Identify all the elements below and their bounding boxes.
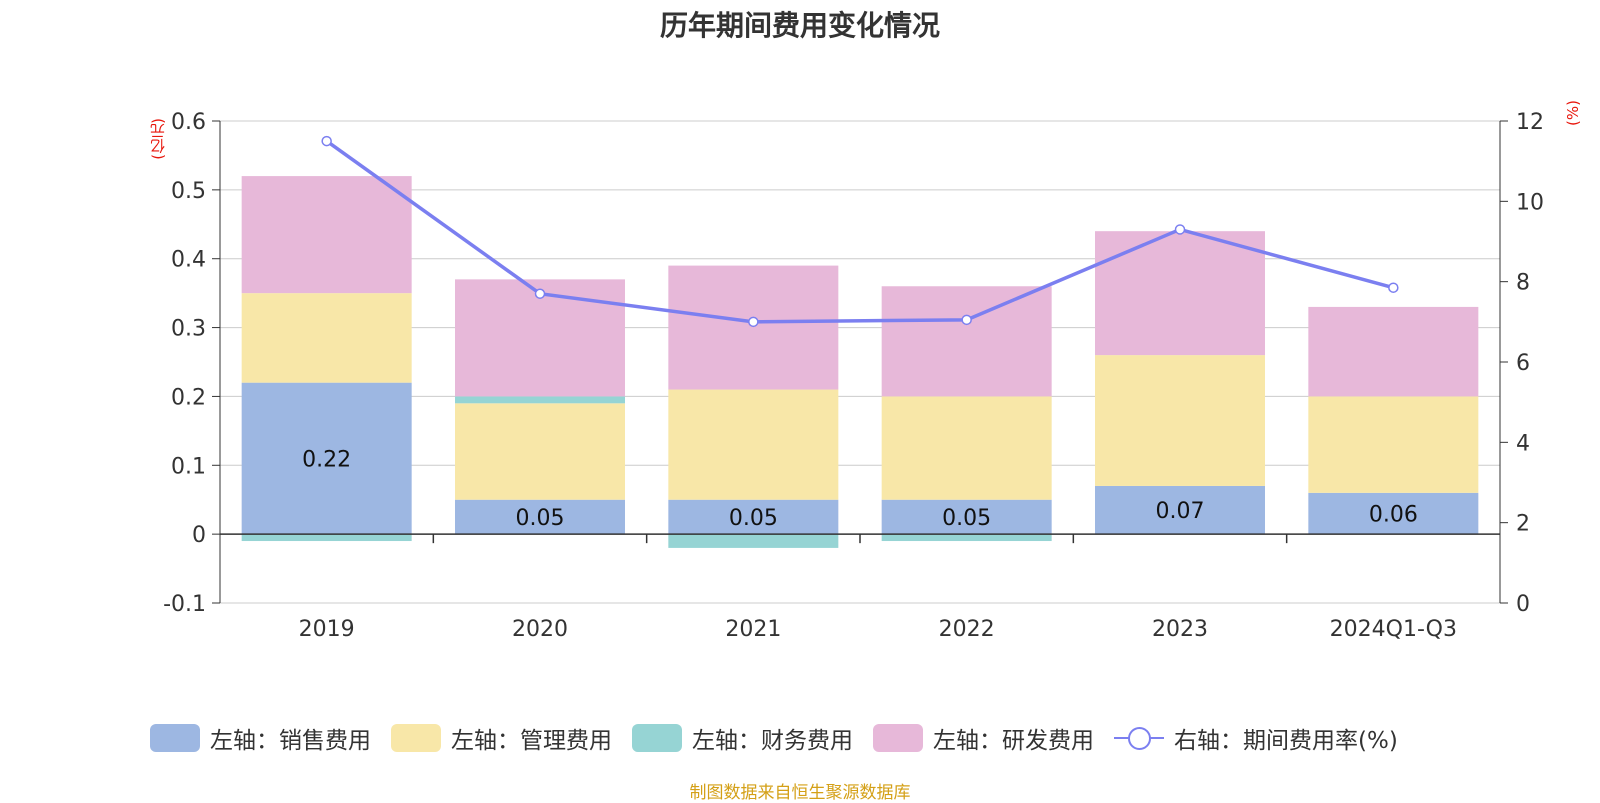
expense-ratio-line	[325, 139, 1394, 324]
right-tick-label: 10	[1516, 190, 1544, 215]
right-tick-label: 6	[1516, 351, 1530, 376]
expense-ratio-point	[534, 288, 546, 299]
category-label: 2021	[725, 617, 781, 642]
bar-segment-s0-4	[1095, 485, 1265, 535]
legend-label-sales: 左轴：销售费用	[210, 728, 371, 754]
category-label: 2019	[299, 617, 355, 642]
bar-data-label: 0.06	[1369, 502, 1418, 527]
bar-segment-s2-2	[668, 534, 839, 548]
legend-item-admin[interactable]: 左轴：管理费用	[391, 721, 612, 755]
bar-data-label: 0.07	[1156, 499, 1205, 524]
bar-segment-s3-0	[241, 176, 412, 294]
left-tick-label: 0	[192, 523, 206, 548]
bar-segment-s1-0	[241, 293, 412, 383]
bar-segment-s3-4	[1095, 231, 1265, 356]
source-note: 制图数据来自恒生聚源数据库	[689, 783, 911, 803]
bar-segment-s2-3	[881, 534, 1052, 542]
bar-segment-s0-5	[1308, 492, 1479, 535]
legend-label-admin: 左轴：管理费用	[451, 728, 612, 754]
expense-ratio-point	[1388, 282, 1399, 293]
bar-segment-s1-1	[455, 403, 625, 500]
chart-title: 历年期间费用变化情况	[659, 9, 940, 42]
bar-data-label: 0.05	[729, 506, 778, 531]
expense-ratio-point	[321, 135, 332, 147]
left-tick-label: 0.5	[171, 179, 206, 204]
right-tick-label: 0	[1516, 592, 1530, 617]
bar-segment-s2-0	[241, 534, 412, 542]
legend-label-rnd: 左轴：研发费用	[933, 728, 1094, 754]
bar-segment-s1-2	[668, 389, 839, 500]
bar-data-label: 0.05	[942, 506, 991, 531]
legend-swatch-rnd	[873, 724, 923, 752]
bar-segment-s3-3	[881, 286, 1052, 397]
expense-ratio-point	[961, 314, 972, 326]
category-label: 2022	[939, 617, 995, 642]
legend-item-sales[interactable]: 左轴：销售费用	[150, 721, 371, 755]
legend-item-finance[interactable]: 左轴：财务费用	[632, 721, 853, 755]
legend-swatch-expense-ratio	[1114, 724, 1164, 752]
bar-segment-s0-2	[668, 499, 839, 535]
left-tick-label: 0.4	[171, 248, 206, 273]
expense-ratio-point	[1174, 224, 1186, 235]
bar-segment-s3-2	[668, 265, 839, 390]
bar-segment-s3-5	[1308, 306, 1479, 397]
left-tick-label: 0.2	[171, 385, 206, 410]
bar-segment-s1-4	[1095, 355, 1265, 486]
category-label: 2020	[512, 617, 568, 642]
bar-segment-s0-0	[241, 382, 412, 535]
bar-segment-s1-3	[881, 396, 1052, 500]
expense-ratio-point	[748, 316, 759, 328]
legend: 左轴：销售费用 左轴：管理费用 左轴：财务费用 左轴：研发费用 右轴：期间费用率…	[150, 718, 1398, 758]
bar-data-label: 0.05	[516, 506, 565, 531]
category-label: 2024Q1-Q3	[1330, 617, 1457, 642]
legend-item-rnd[interactable]: 左轴：研发费用	[873, 721, 1094, 755]
legend-swatch-sales	[150, 724, 200, 752]
legend-item-expense-ratio[interactable]: 右轴：期间费用率(%)	[1114, 721, 1398, 755]
bar-segment-s0-1	[455, 499, 625, 535]
right-tick-label: 4	[1516, 431, 1530, 456]
bar-segment-s0-3	[881, 499, 1052, 535]
bar-segment-s2-1	[455, 396, 625, 404]
legend-swatch-admin	[391, 724, 441, 752]
bar-data-label: 0.22	[302, 447, 351, 472]
right-tick-label: 2	[1516, 512, 1530, 537]
right-tick-label: 12	[1516, 110, 1544, 135]
legend-label-finance: 左轴：财务费用	[692, 728, 853, 754]
bar-segment-s1-5	[1308, 396, 1479, 493]
left-tick-label: 0.6	[171, 110, 206, 135]
left-tick-label: 0.3	[171, 317, 206, 342]
legend-swatch-finance	[632, 724, 682, 752]
left-tick-label: -0.1	[163, 592, 206, 617]
category-label: 2023	[1152, 617, 1208, 642]
right-tick-label: 8	[1516, 271, 1530, 296]
legend-label-expense-ratio: 右轴：期间费用率(%)	[1174, 728, 1398, 754]
left-tick-label: 0.1	[171, 454, 206, 479]
